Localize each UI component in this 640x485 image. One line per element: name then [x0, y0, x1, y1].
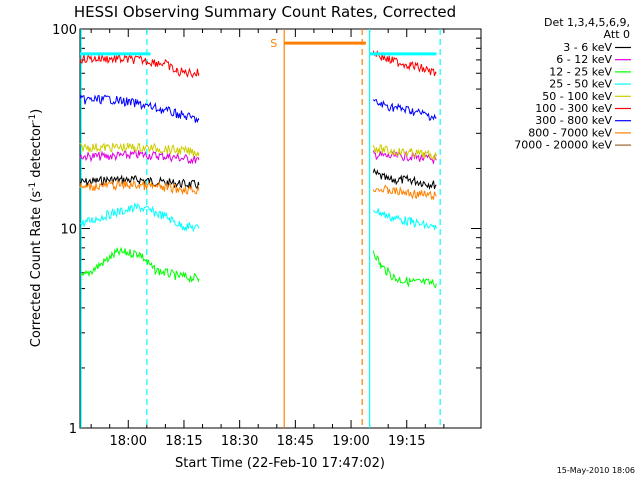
legend-entry-label: 50 - 100 keV	[542, 90, 612, 103]
legend-entry-label: 3 - 6 keV	[563, 41, 612, 54]
legend-entry-label: 800 - 7000 keV	[528, 126, 612, 139]
series-line	[372, 250, 437, 289]
flag-bar-label: S	[270, 37, 277, 50]
footer-timestamp: 15-May-2010 18:06	[557, 466, 635, 475]
legend-entry-label: 25 - 50 keV	[549, 78, 612, 91]
legend-entry-label: 12 - 25 keV	[549, 65, 612, 78]
series-line	[79, 149, 200, 165]
series-line	[372, 144, 437, 161]
legend-header-line-2: Att 0	[604, 28, 630, 41]
legend-entry-label: 100 - 300 keV	[535, 102, 612, 115]
series-line	[372, 98, 437, 121]
series-line	[372, 49, 437, 77]
plot-frame	[79, 28, 482, 429]
y-axis-label: Corrected Count Rate (s-1 detector-1)	[28, 109, 44, 347]
y-tick-label: 1	[69, 422, 77, 437]
legend-entry-label: 300 - 800 keV	[535, 114, 612, 127]
x-tick-label: 18:45	[277, 434, 314, 449]
series-line	[79, 94, 200, 124]
legend-entry-label: 6 - 12 keV	[556, 53, 612, 66]
flag-bars: S	[80, 37, 437, 56]
series-lines	[79, 49, 437, 289]
x-tick-label: 18:15	[165, 434, 202, 449]
x-tick-label: 18:30	[221, 434, 258, 449]
time-markers	[80, 29, 441, 428]
series-line	[79, 142, 200, 158]
x-tick-label: 19:00	[332, 434, 369, 449]
y-tick-label: 10	[60, 223, 77, 238]
x-axis-label: Start Time (22-Feb-10 17:47:02)	[175, 456, 385, 471]
series-line	[372, 184, 437, 201]
y-tick-label: 100	[52, 23, 77, 38]
series-line	[372, 150, 437, 164]
x-tick-label: 18:00	[110, 434, 147, 449]
series-line	[79, 246, 200, 284]
series-line	[79, 53, 200, 79]
series-line	[372, 167, 437, 191]
series-line	[79, 174, 200, 190]
series-line	[372, 208, 437, 232]
x-tick-label: 19:15	[388, 434, 425, 449]
series-line	[79, 179, 200, 196]
legend-entry-label: 7000 - 20000 keV	[514, 139, 612, 152]
chart-title: HESSI Observing Summary Count Rates, Cor…	[74, 3, 456, 21]
series-line	[79, 202, 200, 233]
axis-ticks: 18:00 18:15 18:30 18:45 19:00 19:15 1 10 100	[52, 23, 482, 449]
legend-header-line-1: Det 1,3,4,5,6,9,	[544, 16, 630, 29]
